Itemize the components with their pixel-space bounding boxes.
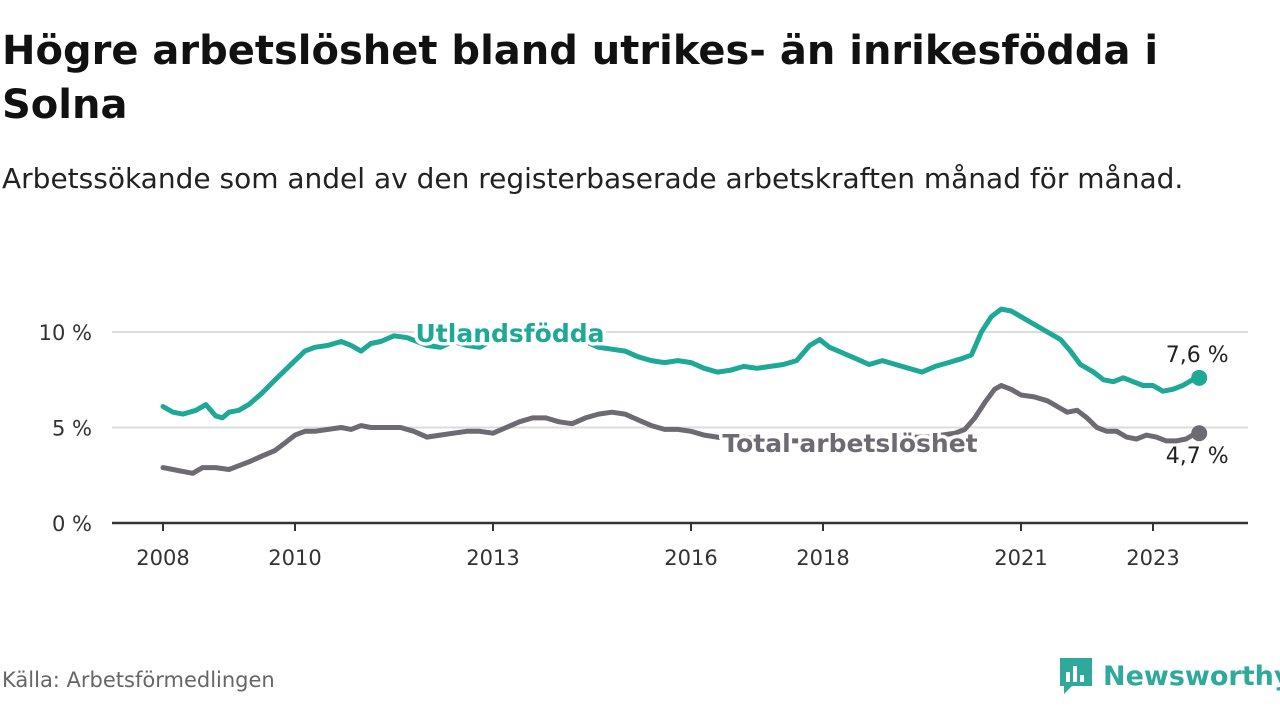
- x-tick-label: 2023: [1126, 546, 1179, 570]
- series-labels: 7,6 % 4,7 % Utlandsfödda Total arbetslöshet: [412, 316, 1229, 470]
- chart-title: Högre arbetslöshet bland utrikes- än inr…: [2, 28, 1159, 128]
- series-end-marker: [1191, 425, 1208, 442]
- y-tick-label: 10 %: [39, 321, 92, 345]
- x-tick-label: 2013: [466, 546, 519, 570]
- series-end-marker: [1191, 369, 1208, 386]
- series-lines: [160, 306, 1208, 476]
- series-end-label: 7,6 %: [1166, 343, 1229, 368]
- x-tick-label: 2008: [136, 546, 189, 570]
- source-note: Källa: Arbetsförmedlingen: [2, 668, 275, 692]
- series-name-label: Utlandsfödda: [416, 319, 605, 348]
- brand-name: Newsworthy: [1103, 660, 1280, 692]
- y-axis: 0 % 5 % 10 %: [39, 321, 92, 536]
- series-end-label: 4,7 %: [1166, 444, 1229, 469]
- series-name-label: Total arbetslöshet: [722, 429, 977, 458]
- bar-chart-logo-icon: [1060, 658, 1092, 694]
- brand-logo[interactable]: Newsworthy: [1058, 654, 1280, 698]
- x-axis: 2008 2010 2013 2016 2018 2021 2023: [112, 521, 1248, 570]
- x-tick-label: 2016: [664, 546, 717, 570]
- x-tick-label: 2018: [796, 546, 849, 570]
- chart-subtitle: Arbetssökande som andel av den registerb…: [2, 162, 1184, 195]
- x-tick-label: 2010: [268, 546, 321, 570]
- series-line-total: [160, 383, 1202, 476]
- x-tick-label: 2021: [994, 546, 1047, 570]
- y-tick-label: 0 %: [52, 512, 92, 536]
- y-tick-label: 5 %: [52, 417, 92, 441]
- series-line-utlandsfodda: [160, 306, 1202, 421]
